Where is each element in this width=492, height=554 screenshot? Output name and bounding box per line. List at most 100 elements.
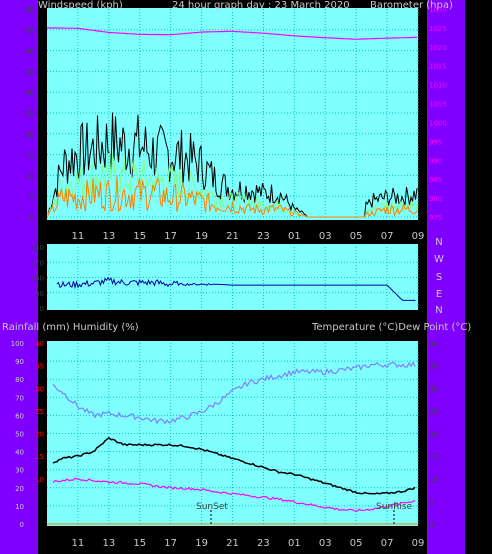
- dir-tick-360: 360: [31, 244, 44, 252]
- baro-tick-995: 995: [429, 138, 442, 146]
- direction-y-ticks: 360 270 180 90 0: [31, 244, 44, 313]
- x-tick-bottom-07: 07: [381, 538, 394, 549]
- wind-tick-30: 30: [25, 89, 34, 97]
- windspeed-title: Windspeed (kph): [38, 0, 123, 11]
- humidity-tick-60: 60: [15, 412, 24, 420]
- x-ticks-bottom: 11 13 15 17 19 21 23 01 03 05 07 09: [72, 538, 425, 549]
- wind-tick-0: 0: [30, 214, 34, 222]
- temp-tick-15: 15: [429, 453, 438, 461]
- dir-tick-0: 0: [40, 305, 44, 313]
- humidity-y-ticks: 0 10 20 30 40 50 60 70 80 90 100: [11, 340, 24, 529]
- x-tick-bottom-21: 21: [226, 538, 239, 549]
- wind-tick-50: 50: [25, 6, 34, 14]
- rain-tick-20: 20: [35, 431, 44, 439]
- humidity-tick-50: 50: [15, 431, 24, 439]
- dir-tick-90: 90: [35, 290, 44, 298]
- x-tick-top-17: 17: [164, 231, 177, 242]
- x-tick-top-09: 09: [412, 231, 425, 242]
- humidity-tick-40: 40: [15, 449, 24, 457]
- wind-tick-25: 25: [25, 110, 34, 118]
- x-tick-top-21: 21: [226, 231, 239, 242]
- x-tick-top-03: 03: [319, 231, 332, 242]
- rain-tick-35: 35: [35, 363, 44, 371]
- sunset-label: SunSet: [196, 502, 228, 512]
- compass-w-1: W: [434, 254, 444, 265]
- x-tick-top-01: 01: [288, 231, 301, 242]
- temperature-y-ticks: 0 5 10 15 20 25 30 35 40: [429, 340, 438, 529]
- x-tick-bottom-11: 11: [72, 538, 85, 549]
- humidity-tick-70: 70: [15, 394, 24, 402]
- x-tick-top-07: 07: [381, 231, 394, 242]
- temp-tick-20: 20: [429, 431, 438, 439]
- compass-s-2: S: [436, 272, 442, 283]
- temp-chart: SunSet SunRise: [47, 360, 418, 526]
- rain-humidity-label: Rainfall (mm) Humidity (%): [2, 322, 139, 333]
- baro-tick-1020: 1020: [429, 44, 447, 52]
- baro-tick-1010: 1010: [429, 82, 447, 90]
- direction-chart: [56, 277, 416, 301]
- baro-tick-985: 985: [429, 176, 442, 184]
- temp-tick-10: 10: [429, 476, 438, 484]
- baro-tick-1000: 1000: [429, 119, 447, 127]
- temp-dewpoint-label: Temperature (°C)Dew Point (°C): [311, 322, 471, 333]
- dewpoint-series: [52, 477, 416, 513]
- baro-tick-1005: 1005: [429, 101, 447, 109]
- x-tick-bottom-01: 01: [288, 538, 301, 549]
- x-tick-bottom-17: 17: [164, 538, 177, 549]
- barometer-title: Barometer (hpa): [370, 0, 453, 11]
- wind-tick-20: 20: [25, 131, 34, 139]
- x-tick-bottom-05: 05: [350, 538, 363, 549]
- dir-tick-180: 180: [31, 275, 44, 283]
- x-tick-top-15: 15: [133, 231, 146, 242]
- rain-tick-30: 30: [35, 385, 44, 393]
- direction-grid: [47, 247, 419, 308]
- temp-tick-40: 40: [429, 340, 438, 348]
- x-tick-bottom-13: 13: [102, 538, 115, 549]
- x-tick-top-23: 23: [257, 231, 270, 242]
- humidity-tick-30: 30: [15, 467, 24, 475]
- x-tick-bottom-19: 19: [195, 538, 208, 549]
- humidity-tick-80: 80: [15, 376, 24, 384]
- wind-tick-5: 5: [30, 193, 34, 201]
- humidity-series: [52, 360, 416, 425]
- wind-y-ticks: 0 5 10 15 20 25 30 35 40 45 50: [25, 6, 34, 222]
- compass-n-4: N: [435, 305, 442, 316]
- baro-tick-1015: 1015: [429, 63, 447, 71]
- wind-chart: [47, 27, 418, 218]
- wind-tick-40: 40: [25, 48, 34, 56]
- rain-tick-10: 10: [35, 476, 44, 484]
- x-tick-top-11: 11: [72, 231, 85, 242]
- wind-tick-15: 15: [25, 152, 34, 160]
- wind-tick-10: 10: [25, 172, 34, 180]
- x-tick-top-05: 05: [350, 231, 363, 242]
- x-tick-top-19: 19: [195, 231, 208, 242]
- graph-date-title: 24 hour graph day : 23 March 2020: [172, 0, 350, 11]
- left-side-panel: [0, 0, 38, 554]
- wind-tick-45: 45: [25, 27, 34, 35]
- x-tick-bottom-09: 09: [412, 538, 425, 549]
- humidity-tick-10: 10: [15, 503, 24, 511]
- humidity-tick-20: 20: [15, 485, 24, 493]
- temp-tick-25: 25: [429, 408, 438, 416]
- rain-tick-40: 40: [35, 340, 44, 348]
- direction-series: [56, 277, 416, 301]
- temp-tick-35: 35: [429, 363, 438, 371]
- baro-tick-1025: 1025: [429, 25, 447, 33]
- baro-tick-980: 980: [429, 195, 442, 203]
- rain-y-ticks: 10 15 20 25 30 35 40: [35, 340, 44, 484]
- humidity-tick-0: 0: [20, 521, 24, 529]
- rain-tick-15: 15: [35, 453, 44, 461]
- x-tick-bottom-23: 23: [257, 538, 270, 549]
- dir-tick-270: 270: [31, 259, 44, 267]
- pressure-series: [47, 27, 417, 40]
- x-tick-bottom-15: 15: [133, 538, 146, 549]
- x-tick-top-13: 13: [102, 231, 115, 242]
- baro-tick-990: 990: [429, 157, 442, 165]
- humidity-tick-100: 100: [11, 340, 24, 348]
- baro-tick-1030: 1030: [429, 6, 447, 14]
- compass-n-0: N: [435, 237, 442, 248]
- wind-tick-35: 35: [25, 68, 34, 76]
- right-side-panel: [427, 0, 465, 554]
